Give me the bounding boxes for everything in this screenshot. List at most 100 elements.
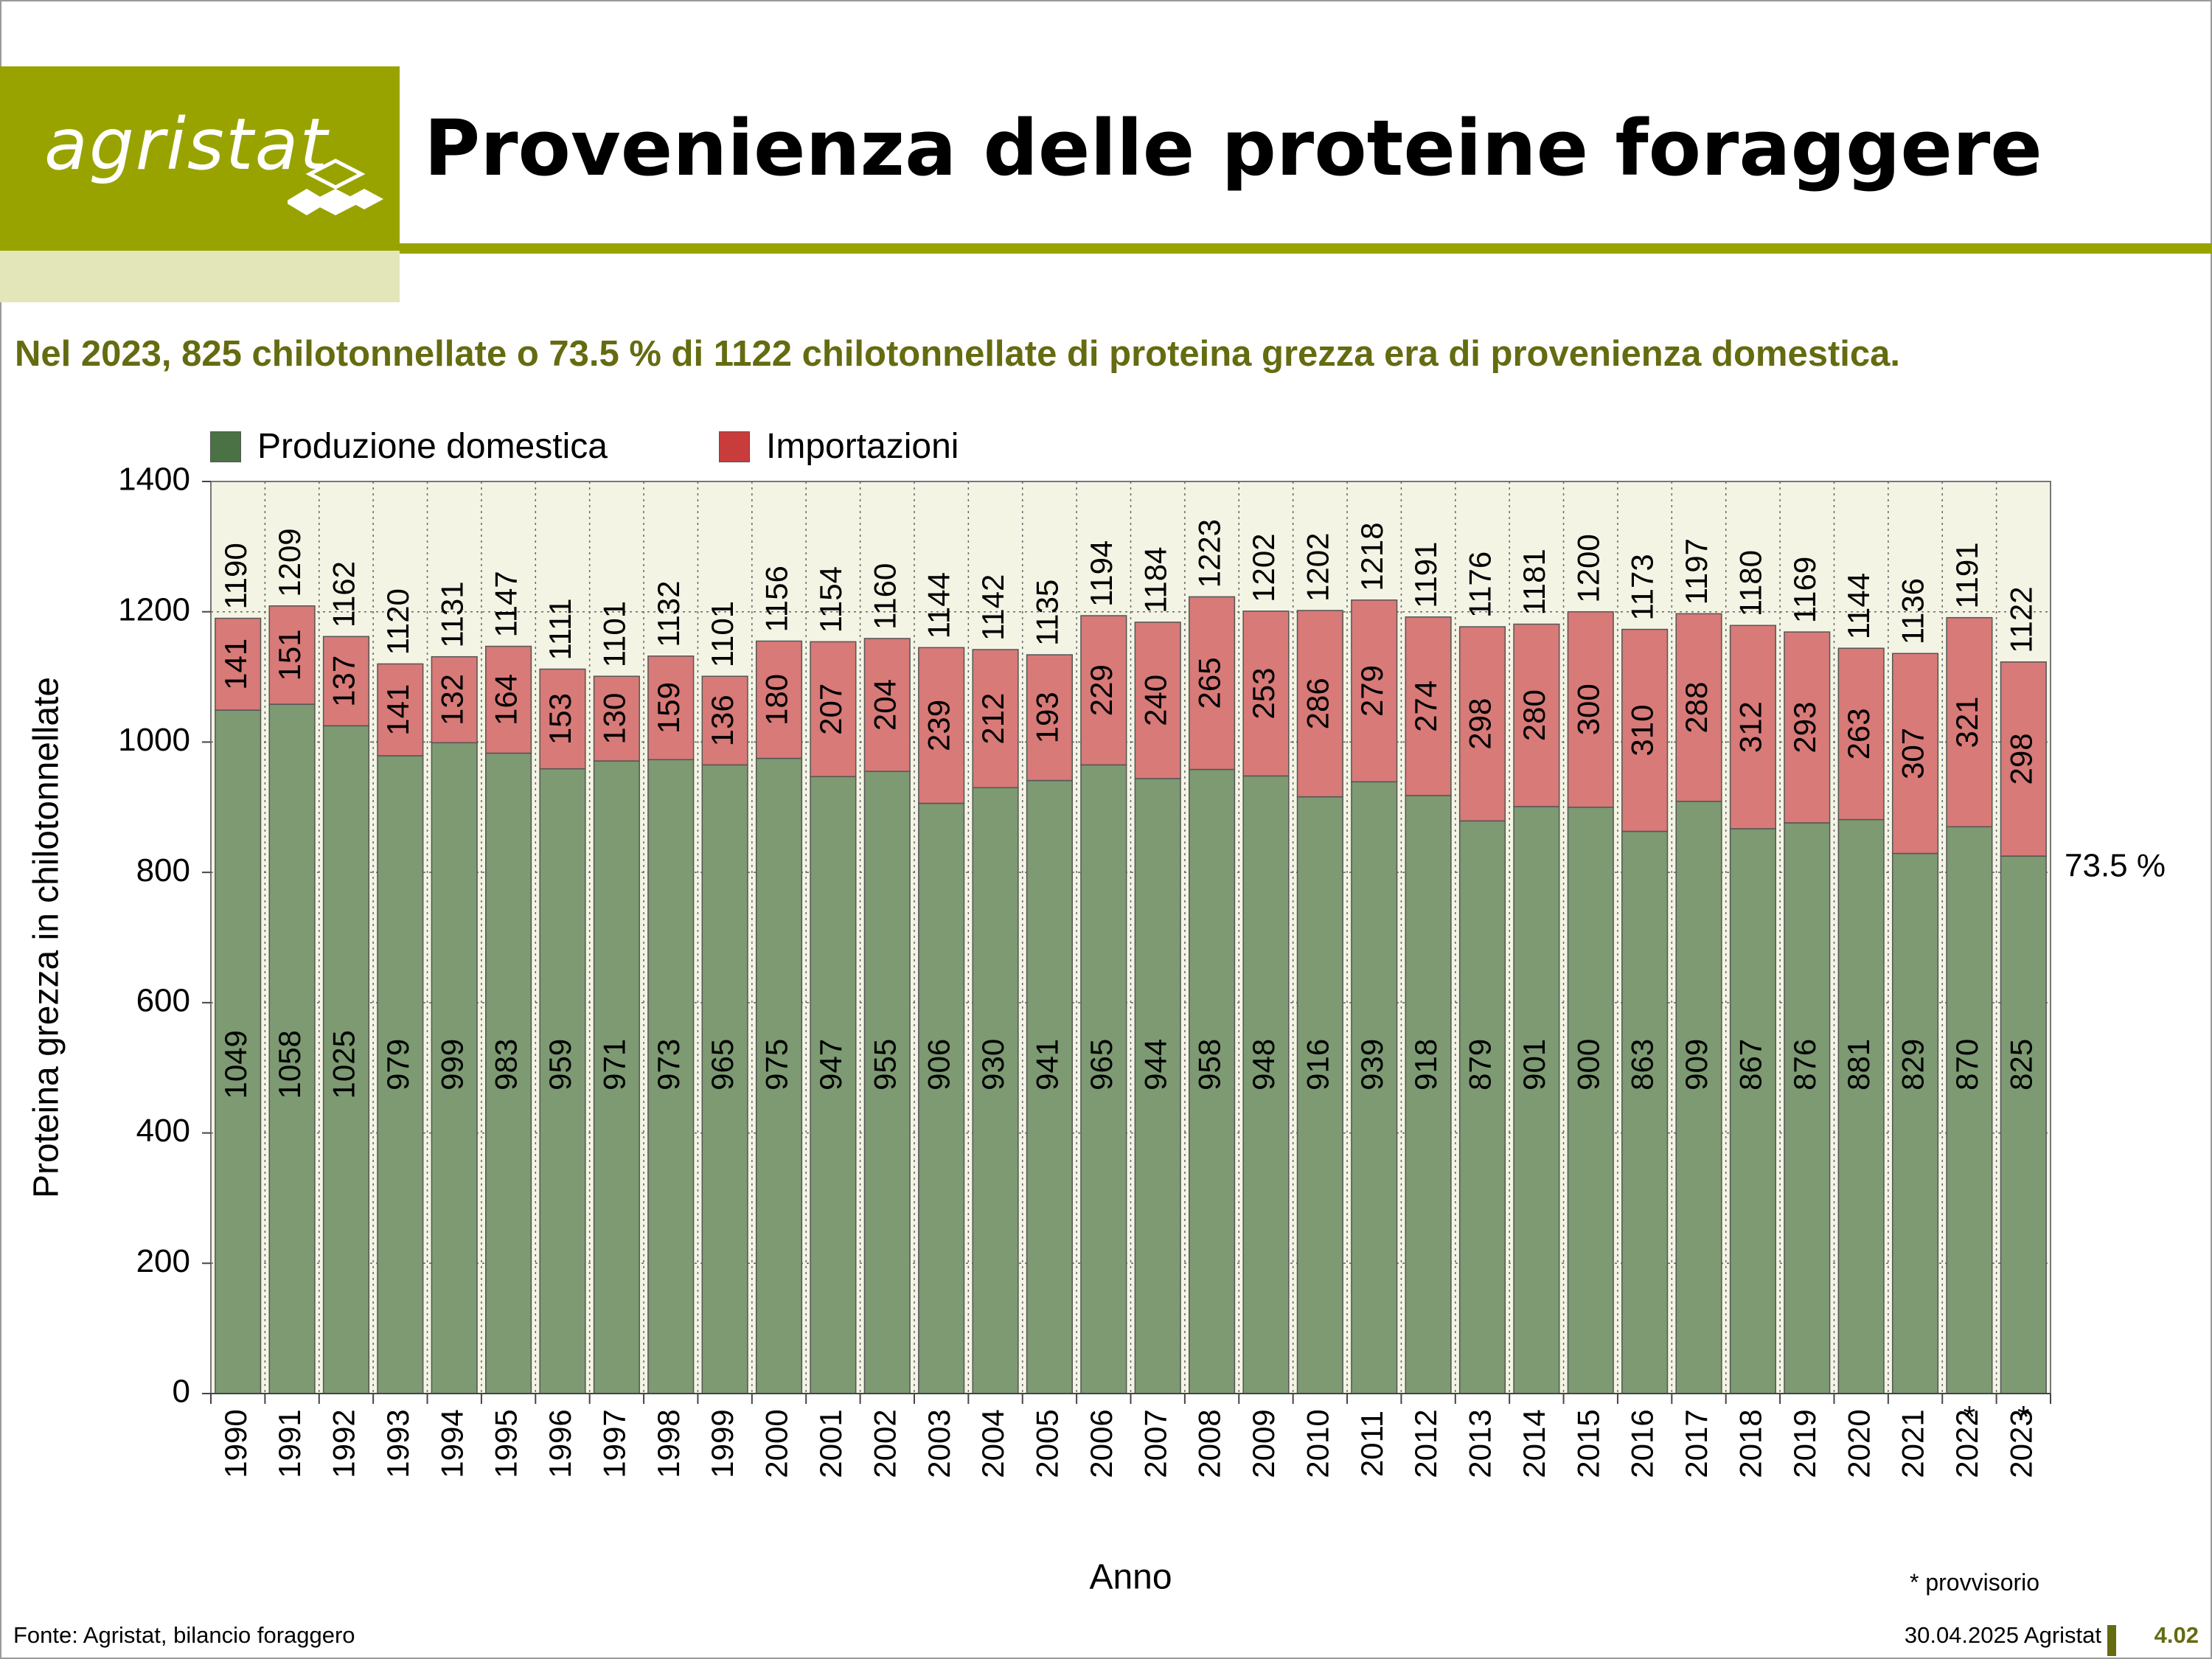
data-label-imports: 265 — [1192, 657, 1227, 709]
data-label-domestic: 918 — [1408, 1039, 1443, 1091]
bar-imports — [647, 655, 695, 761]
data-label-imports: 130 — [597, 693, 631, 745]
x-tick-label: 2015 — [1571, 1409, 1605, 1478]
data-label-imports: 180 — [759, 674, 794, 726]
data-label-domestic: 979 — [380, 1039, 415, 1091]
data-label-domestic: 930 — [975, 1039, 1010, 1091]
data-label-domestic: 867 — [1733, 1039, 1767, 1091]
data-label-total: 1176 — [1463, 552, 1498, 618]
bar-imports — [1784, 631, 1831, 824]
y-tick-label: 400 — [136, 1113, 190, 1149]
y-tick-label: 600 — [136, 982, 190, 1018]
x-tick-asterisk: * — [2017, 1399, 2029, 1434]
bar-imports — [810, 641, 857, 778]
x-tick-label: 2021 — [1896, 1409, 1930, 1478]
bar-imports — [431, 655, 478, 744]
x-tick-label: 2008 — [1192, 1409, 1227, 1478]
bar-domestic — [377, 755, 424, 1394]
bar-domestic — [431, 742, 478, 1394]
x-tick-label: 1999 — [705, 1409, 740, 1478]
bar-imports — [755, 640, 803, 759]
bar-domestic — [1621, 830, 1669, 1394]
bar-domestic — [647, 759, 695, 1394]
bar-domestic — [1837, 818, 1885, 1394]
logo-underpanel — [0, 251, 400, 302]
legend-swatch-domestic — [210, 431, 241, 462]
bar-domestic — [1080, 764, 1127, 1394]
bar-domestic — [1729, 828, 1776, 1394]
data-label-total: 1132 — [651, 580, 686, 647]
data-label-total: 1191 — [1408, 541, 1443, 608]
data-label-total: 1111 — [543, 598, 577, 660]
bar-domestic — [1134, 778, 1181, 1394]
bar-domestic — [1296, 796, 1343, 1394]
x-tick-label: 1993 — [380, 1409, 415, 1478]
footnote: * provvisorio — [1910, 1569, 2040, 1596]
x-tick-label: 1992 — [327, 1409, 361, 1478]
data-label-domestic: 939 — [1354, 1039, 1389, 1091]
data-label-domestic: 916 — [1300, 1039, 1335, 1091]
data-label-total: 1156 — [759, 566, 794, 632]
data-label-total: 1101 — [597, 601, 631, 667]
x-tick-label: 1994 — [434, 1409, 469, 1478]
bar-imports — [1458, 626, 1506, 822]
bar-domestic — [1784, 822, 1831, 1394]
x-tick-label: 2020 — [1841, 1409, 1876, 1478]
data-label-domestic: 825 — [2003, 1039, 2038, 1091]
bar-domestic — [972, 787, 1019, 1394]
data-label-total: 1147 — [489, 571, 524, 637]
bar-domestic — [2000, 855, 2047, 1394]
data-label-imports: 312 — [1733, 701, 1767, 753]
bar-domestic — [1891, 852, 1939, 1394]
data-label-imports: 159 — [651, 682, 686, 734]
data-label-imports: 298 — [1463, 698, 1498, 750]
bar-domestic — [810, 776, 857, 1394]
data-label-total: 1202 — [1246, 533, 1281, 602]
data-label-imports: 212 — [975, 693, 1010, 745]
bar-imports — [1189, 596, 1236, 771]
x-axis-title: Anno — [1089, 1558, 1172, 1597]
x-tick-label: 1990 — [218, 1409, 253, 1478]
data-label-imports: 263 — [1841, 708, 1876, 759]
data-label-total: 1184 — [1138, 547, 1172, 613]
data-label-total: 1154 — [813, 566, 848, 633]
data-label-imports: 240 — [1138, 675, 1172, 726]
header-rule — [400, 243, 2212, 254]
bar-imports — [322, 636, 370, 727]
data-label-imports: 280 — [1517, 689, 1551, 741]
bar-imports — [701, 675, 748, 766]
data-label-imports: 153 — [543, 693, 577, 745]
data-label-total: 1169 — [1787, 557, 1822, 623]
data-label-imports: 286 — [1300, 678, 1335, 729]
bar-imports — [1837, 647, 1885, 821]
data-label-imports: 253 — [1246, 668, 1281, 720]
bar-imports — [539, 668, 586, 770]
bar-domestic — [215, 709, 262, 1394]
agristat-logo: agristat — [44, 103, 330, 186]
data-label-domestic: 1058 — [272, 1030, 307, 1099]
data-label-total: 1122 — [2003, 586, 2038, 653]
data-label-domestic: 863 — [1625, 1039, 1660, 1091]
data-label-imports: 293 — [1787, 702, 1822, 754]
bar-domestic — [1513, 806, 1560, 1394]
data-label-domestic: 944 — [1138, 1039, 1172, 1091]
share-annotation: 73.5 % — [2065, 848, 2166, 884]
data-label-domestic: 909 — [1679, 1039, 1714, 1091]
data-label-total: 1135 — [1030, 580, 1065, 646]
x-tick-label: 2006 — [1084, 1409, 1119, 1478]
bar-domestic — [593, 760, 640, 1394]
bar-imports — [1405, 616, 1452, 796]
bar-imports — [593, 675, 640, 762]
data-label-domestic: 879 — [1463, 1039, 1498, 1091]
data-label-domestic: 983 — [489, 1039, 524, 1091]
bar-domestic — [1567, 807, 1614, 1394]
data-label-total: 1142 — [975, 574, 1010, 641]
legend-item-imports: Importazioni — [719, 426, 959, 467]
data-label-imports: 274 — [1408, 681, 1443, 732]
page-number: 4.02 — [2154, 1622, 2199, 1648]
bar-imports — [1513, 623, 1560, 807]
bar-domestic — [322, 725, 370, 1394]
bar-imports — [1351, 599, 1398, 783]
x-tick-label: 2019 — [1787, 1409, 1822, 1478]
bar-imports — [1946, 616, 1993, 828]
